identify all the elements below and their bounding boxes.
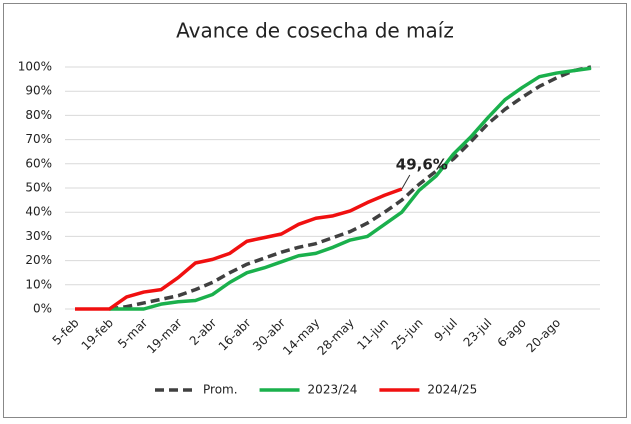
y-tick-label: 40% xyxy=(25,205,52,219)
y-tick-label: 50% xyxy=(25,181,52,195)
y-tick-label: 30% xyxy=(25,229,52,243)
y-tick-label: 90% xyxy=(25,84,52,98)
y-tick-label: 0% xyxy=(33,302,52,316)
chart-border xyxy=(3,3,627,418)
y-tick-label: 80% xyxy=(25,108,52,122)
y-tick-label: 10% xyxy=(25,277,52,291)
legend-label: 2024/25 xyxy=(427,383,477,397)
series-line xyxy=(75,187,403,311)
legend-label: Prom. xyxy=(203,383,238,397)
label-leader xyxy=(401,174,411,190)
data-label: 49,6% xyxy=(396,155,448,173)
y-tick-label: 20% xyxy=(25,253,52,267)
legend-label: 2023/24 xyxy=(308,383,358,397)
series-line xyxy=(109,66,592,311)
y-tick-label: 100% xyxy=(18,60,52,74)
chart-title: Avance de cosecha de maíz xyxy=(176,19,454,43)
series-line xyxy=(109,65,592,311)
y-tick-label: 60% xyxy=(25,156,52,170)
y-tick-label: 70% xyxy=(25,132,52,146)
